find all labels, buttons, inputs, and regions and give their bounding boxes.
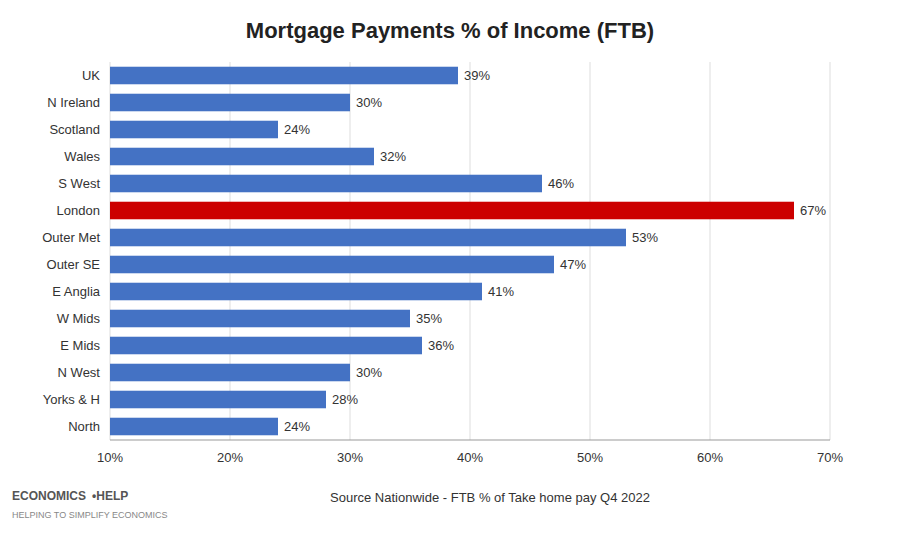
bar [110,121,278,139]
x-tick-label: 10% [97,450,123,465]
x-tick-label: 40% [457,450,483,465]
data-label: 32% [380,149,406,164]
x-tick-label: 30% [337,450,363,465]
y-tick-label: Outer Met [42,230,100,245]
data-label: 24% [284,122,310,137]
data-label: 46% [548,176,574,191]
annotation: HELPING TO SIMPLIFY ECONOMICS [12,510,168,520]
chart-container: Mortgage Payments % of Income (FTB) 10% 20… [0,0,900,540]
grid-line [110,62,111,440]
data-label: 30% [356,95,382,110]
grid-line [350,62,351,440]
y-tick-label: S West [58,176,100,191]
y-tick-label: W Mids [57,311,101,326]
grid-line [830,62,831,440]
data-label: 41% [488,284,514,299]
y-tick-label: Wales [64,149,100,164]
data-label: 47% [560,257,586,272]
y-tick-label: N Ireland [47,95,100,110]
data-label: 53% [632,230,658,245]
y-tick-label: Yorks & H [43,392,100,407]
x-tick-label: 70% [817,450,843,465]
bar [110,256,554,274]
y-tick-label: Outer SE [47,257,101,272]
data-label: 28% [332,392,358,407]
bar [110,67,458,85]
labels: 39% 30% 24% 32% 46% 67% 53% 47% 41% 35% 36% 30% 28% 2… [284,68,826,434]
grid [110,62,830,440]
bar [110,337,422,355]
x-tick-label: 60% [697,450,723,465]
bar [110,94,350,112]
bar [110,391,326,409]
y-tick-label: Scotland [49,122,100,137]
x-axis-line [110,440,830,441]
data-label: 30% [356,365,382,380]
bar [110,310,410,328]
bar [110,148,374,166]
bar [110,175,542,193]
bar [110,418,278,436]
x-tick-label: 20% [217,450,243,465]
data-label: 35% [416,311,442,326]
data-label: 36% [428,338,454,353]
chart-svg: Mortgage Payments % of Income (FTB) 10% 20… [0,0,900,540]
source-note: Source Nationwide - FTB % of Take home p… [330,490,650,505]
bars [110,67,794,436]
x-tick-label: 50% [577,450,603,465]
y-tick-label: London [57,203,100,218]
data-label: 24% [284,419,310,434]
data-label: 39% [464,68,490,83]
y-tick-label: E Mids [60,338,100,353]
bar [110,283,482,301]
data-label: 67% [800,203,826,218]
annotation: •HELP [92,489,128,503]
chart-title: Mortgage Payments % of Income (FTB) [246,18,654,43]
grid-line [590,62,591,440]
grid-line [470,62,471,440]
y-tick-label: North [68,419,100,434]
bar [110,202,794,220]
bar [110,229,626,247]
annotation: ECONOMICS [12,489,86,503]
y-tick-label: UK [82,68,100,83]
grid-line [710,62,711,440]
y-tick-label: N West [58,365,101,380]
grid-line [230,62,231,440]
y-tick-label: E Anglia [52,284,100,299]
bar [110,364,350,382]
